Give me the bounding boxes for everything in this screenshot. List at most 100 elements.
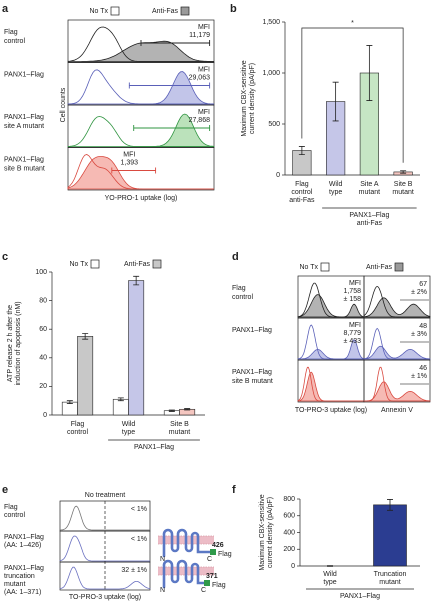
row-label: PANX1–Flag [4, 565, 44, 572]
tag-label: Flag [218, 551, 232, 558]
histogram [67, 154, 214, 190]
text-line: Wild [329, 181, 343, 188]
percent-label: < 1% [131, 536, 147, 543]
row-label: PANX1–Flag [4, 114, 44, 121]
legend-swatch [394, 262, 404, 272]
residue-label: 371 [206, 573, 218, 580]
text-line: PANX1–Flag [349, 212, 389, 219]
histogram [364, 381, 431, 402]
histogram [67, 116, 214, 147]
row-label: PANX1–Flag [4, 71, 44, 78]
y-axis-label: Cell counts [60, 87, 67, 122]
flag-tag [210, 549, 216, 555]
n-terminus: N [160, 587, 165, 594]
row-label: control [232, 294, 253, 301]
annexin-label: 48 [419, 323, 427, 330]
histogram [67, 26, 214, 62]
row-label: PANX1–Flag [4, 156, 44, 163]
text-line: Site A [360, 181, 379, 188]
error-bar [400, 170, 407, 174]
flag-tag [204, 580, 210, 586]
text-line: type [329, 189, 342, 196]
text-line: induction of apoptosis (nM) [15, 301, 22, 385]
row-label: (AA: 1–426) [4, 542, 41, 549]
mfi-label: 11,179 [189, 32, 210, 39]
error-bar [327, 565, 333, 567]
mfi-label: 1,393 [121, 159, 139, 166]
text-line: Flag [71, 421, 85, 428]
legend-label: No Tx [89, 8, 108, 15]
mfi-label: MFI [198, 24, 210, 31]
text-line: Wild [122, 421, 136, 428]
group-label: PANX1–Flag [134, 444, 174, 451]
mfi-label: MFI [123, 151, 135, 158]
x-tick-label: Wild type [323, 571, 337, 586]
text-line: mutant [379, 579, 400, 586]
mfi-label: MFI [198, 109, 210, 116]
error-bar [117, 397, 124, 402]
row-label: control [4, 38, 25, 45]
histogram [67, 69, 214, 105]
text-line: Maximum CBX-sensitive [241, 60, 248, 136]
annexin-label: ± 2% [411, 289, 427, 296]
error-bar [133, 275, 140, 286]
panel-letter: c [2, 251, 8, 263]
y-tick-label: 80 [39, 297, 47, 304]
y-tick-label: 500 [268, 121, 280, 128]
c-terminus: C [201, 587, 206, 594]
group-label: PANX1–Flag [340, 593, 380, 600]
text-line: control [67, 429, 88, 436]
y-axis-label: ATP release 2 h after theinduction of ap… [7, 301, 22, 385]
y-axis-label: Maximum CBX-sensitivecurrent density (pA… [259, 494, 274, 570]
legend-label: Anti-Fas [124, 261, 151, 268]
protein [162, 559, 206, 589]
text-line: type [122, 429, 135, 436]
x-axis-label: TO-PRO-3 uptake (log) [69, 594, 141, 601]
row-label: mutant [4, 581, 25, 588]
text-line: Flag [295, 181, 309, 188]
row-label: Flag [4, 504, 18, 511]
text-line: mutant [392, 189, 413, 196]
text-line: Wild [323, 571, 337, 578]
histogram [363, 285, 430, 318]
legend-label: No Tx [69, 261, 88, 268]
row-label: truncation [4, 573, 35, 580]
text-line: mutant [169, 429, 190, 436]
x-tick-label: Wild type [329, 181, 343, 196]
text-line: Site B [394, 181, 413, 188]
bar [373, 504, 407, 567]
text-line: current density (pA/pF) [249, 63, 256, 134]
gate-marker [133, 125, 211, 131]
text-line: Maximum CBX-sensitive [259, 494, 266, 570]
annexin-label: ± 1% [411, 373, 427, 380]
histogram [59, 505, 150, 531]
row-label: PANX1–Flag [4, 534, 44, 541]
y-tick-label: 200 [283, 546, 295, 553]
legend-swatch [90, 259, 100, 269]
y-tick-label: 600 [283, 513, 295, 520]
histogram [363, 327, 430, 360]
row-label: site A mutant [4, 123, 44, 130]
histogram [297, 294, 365, 318]
gate-marker [140, 40, 211, 46]
row-label: (AA: 1–371) [4, 589, 41, 596]
bar [128, 280, 145, 416]
text-line: type [323, 579, 336, 586]
text-line: Site B [170, 421, 189, 428]
mfi-label: 8,779 [343, 330, 361, 337]
y-tick-label: 400 [283, 529, 295, 536]
error-bar [184, 408, 191, 411]
mfi-label: 29,063 [189, 74, 211, 81]
text-line: Truncation [374, 571, 407, 578]
mfi-label: MFI [349, 322, 361, 329]
bar [112, 398, 129, 416]
histogram [363, 345, 431, 360]
bar [77, 336, 94, 416]
bar [61, 401, 78, 416]
text-line: control [291, 189, 312, 196]
panel-letter: a [2, 3, 9, 15]
histogram [297, 282, 364, 318]
x-tick-label: Flag control anti-Fas [289, 181, 315, 204]
